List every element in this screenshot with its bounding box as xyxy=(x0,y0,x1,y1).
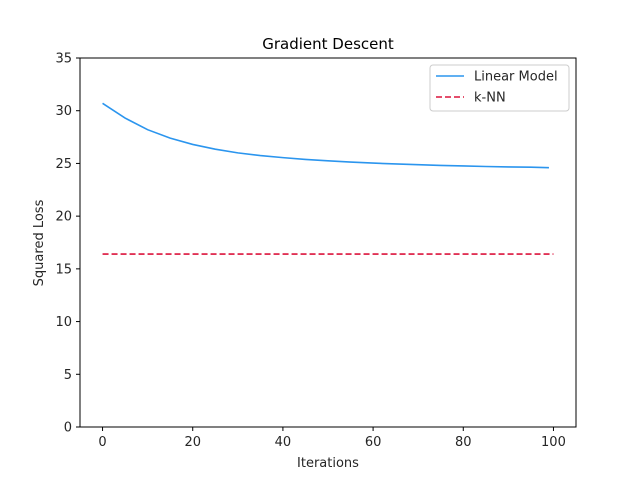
legend: Linear Model k-NN xyxy=(429,64,570,112)
x-axis-label: Iterations xyxy=(297,456,359,471)
plot-frame xyxy=(79,57,577,428)
x-tick-label: 40 xyxy=(275,435,292,450)
series-line-linear-model xyxy=(102,102,549,169)
y-tick-label: 5 xyxy=(64,368,72,383)
x-tick-label: 100 xyxy=(541,435,566,450)
y-tick-label: 20 xyxy=(55,210,72,225)
x-tick-label: 60 xyxy=(365,435,382,450)
y-tick-label: 10 xyxy=(55,315,72,330)
legend-label: k-NN xyxy=(474,91,506,106)
legend-label: Linear Model xyxy=(474,70,558,85)
y-axis-label: Squared Loss xyxy=(32,199,47,286)
y-tick-label: 30 xyxy=(55,104,72,119)
y-tick-label: 35 xyxy=(55,52,72,67)
legend-box xyxy=(429,64,570,112)
y-tick-label: 0 xyxy=(64,421,72,436)
y-tick-label: 25 xyxy=(55,157,72,172)
x-tick-label: 80 xyxy=(455,435,472,450)
y-tick-label: 15 xyxy=(55,262,72,277)
x-tick-label: 0 xyxy=(98,435,106,450)
axis-ticks: 0 20 40 60 80 100 0 5 10 15 20 25 30 35 xyxy=(55,52,565,451)
x-tick-label: 20 xyxy=(184,435,201,450)
chart-title: Gradient Descent xyxy=(262,35,394,53)
plot-area xyxy=(102,102,554,255)
